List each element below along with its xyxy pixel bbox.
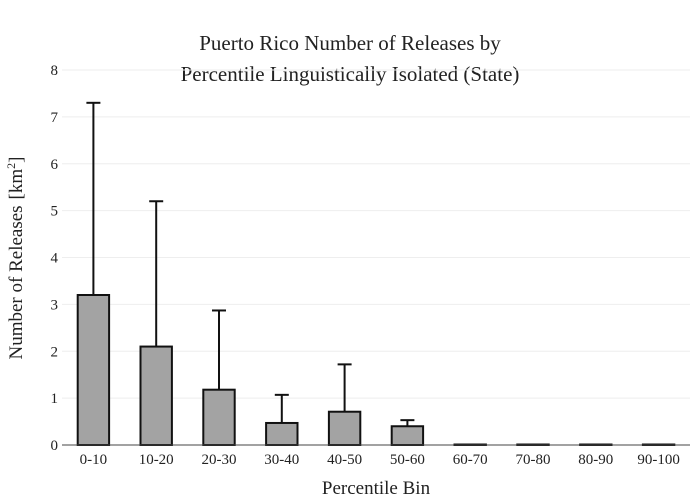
bar-30-40 (265, 421, 299, 446)
y-tick-label: 3 (51, 297, 59, 313)
y-tick-label: 6 (51, 157, 59, 173)
x-tick-label: 70-80 (516, 452, 551, 468)
y-axis-title: Number of Releases [km2] (4, 157, 27, 360)
y-axis-title-unit-sup: 2 (4, 163, 18, 169)
y-axis-title-text: Number of Releases (6, 205, 27, 359)
bar-0-10 (76, 294, 111, 446)
y-tick-label: 5 (51, 204, 59, 220)
y-tick-labels: 0 1 2 3 4 5 6 7 8 (51, 63, 59, 454)
error-bar-20-30 (212, 309, 226, 390)
x-tick-label: 40-50 (327, 452, 362, 468)
x-tick-label: 0-10 (80, 452, 108, 468)
y-tick-label: 8 (51, 63, 59, 79)
y-tick-label: 0 (51, 438, 59, 454)
bars (76, 294, 676, 446)
x-tick-label: 10-20 (139, 452, 174, 468)
x-tick-label: 60-70 (453, 452, 488, 468)
chart-title-line1: Puerto Rico Number of Releases by (199, 31, 501, 55)
error-bar-40-50 (337, 363, 352, 412)
x-tick-label: 30-40 (264, 452, 299, 468)
error-bars (86, 101, 415, 427)
x-axis-title: Percentile Bin (322, 478, 431, 499)
y-tick-label: 1 (51, 391, 59, 407)
error-bar-10-20 (149, 200, 164, 347)
y-tick-label: 4 (51, 251, 59, 267)
y-tick-label: 2 (51, 344, 59, 360)
x-tick-label: 20-30 (202, 452, 237, 468)
bar-50-60 (390, 425, 425, 446)
error-bar-0-10 (86, 101, 101, 295)
chart-title-line2: Percentile Linguistically Isolated (Stat… (181, 62, 520, 86)
x-tick-label: 50-60 (390, 452, 425, 468)
bar-20-30 (202, 388, 236, 446)
x-tick-labels: 0-10 10-20 20-30 30-40 40-50 50-60 60-70 70-80 8… (80, 452, 680, 468)
y-axis-title-unit-close: ] (6, 157, 27, 163)
bar-10-20 (139, 345, 173, 446)
x-tick-label: 80-90 (578, 452, 613, 468)
error-bar-30-40 (274, 393, 289, 423)
x-tick-label: 90-100 (637, 452, 680, 468)
y-axis-title-unit: [km (6, 169, 27, 200)
y-tick-label: 7 (51, 110, 59, 126)
bar-40-50 (327, 410, 362, 446)
error-bar-50-60 (400, 419, 415, 427)
